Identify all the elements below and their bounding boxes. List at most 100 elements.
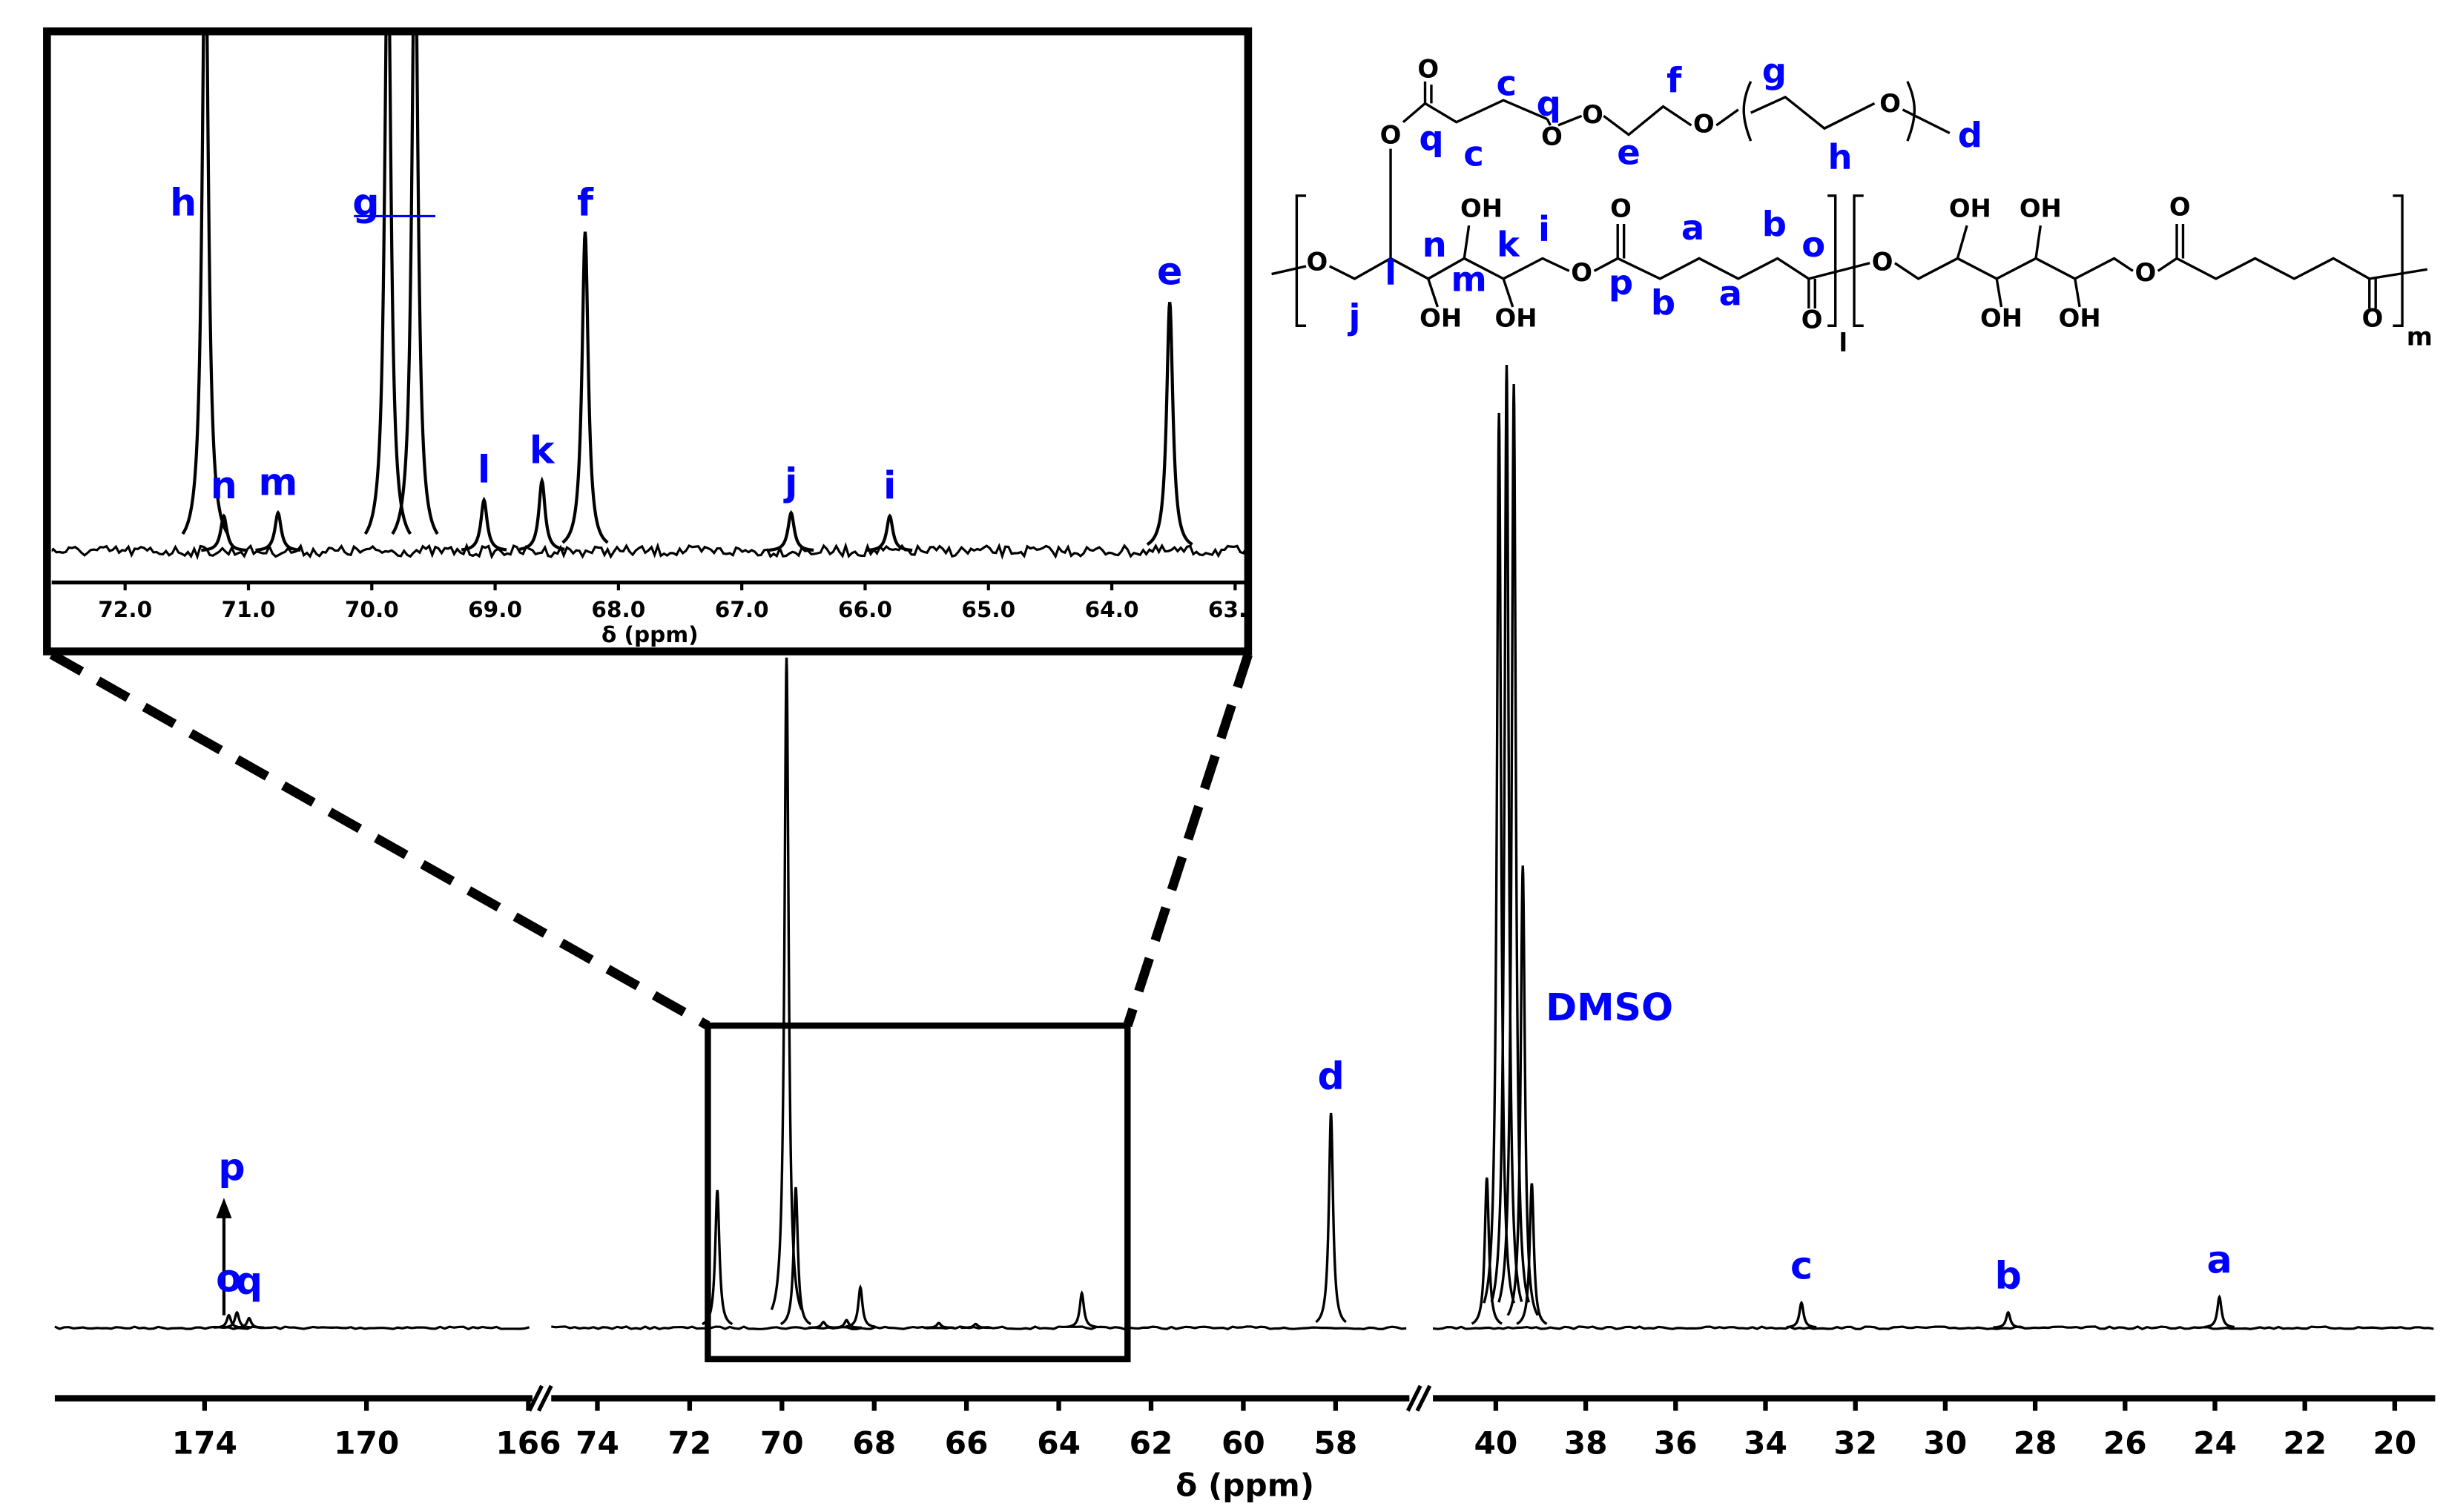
x-tick-label: 68 <box>852 1424 896 1461</box>
peak <box>1786 1300 1817 1329</box>
inset-peak <box>181 34 229 535</box>
arrow-head <box>216 1198 232 1218</box>
peak-label: o <box>216 1256 242 1300</box>
inset-x-tick-label: 69.0 <box>468 597 522 622</box>
position-label: e <box>1617 133 1641 173</box>
peak-label: q <box>236 1259 263 1303</box>
peak-label: p <box>218 1145 245 1189</box>
inset-x-tick-label: 71.0 <box>222 597 276 622</box>
peak <box>1471 1177 1503 1325</box>
inset-peak-label: i <box>883 463 896 507</box>
position-label: d <box>1958 115 1982 155</box>
atom-label: OH <box>2020 194 2062 222</box>
position-label: q <box>1419 119 1443 159</box>
inset-x-tick-label: 70.0 <box>345 597 399 622</box>
position-label: f <box>1666 60 1682 100</box>
inset-x-axis-label: δ (ppm) <box>601 622 699 647</box>
bonds <box>1271 223 2428 309</box>
main-spectrum: DMSO p δ (ppm) 174 170 166 74 72 70 68 66 64 62 60… <box>49 365 2436 1504</box>
inset-x-tick-label: 65.0 <box>961 597 1015 622</box>
x-tick-label: 174 <box>172 1424 237 1461</box>
atom-label: OH <box>1494 303 1537 332</box>
atom-label: O <box>1801 305 1823 334</box>
peak <box>1483 412 1516 1304</box>
x-tick-label: 24 <box>2193 1424 2237 1461</box>
bonds <box>1389 81 1951 259</box>
x-tick-label: 34 <box>1744 1424 1787 1461</box>
position-label: a <box>1681 208 1704 248</box>
atom-label: O <box>1872 247 1893 276</box>
peak-label: a <box>2206 1238 2232 1282</box>
atom-label: O <box>2362 303 2384 332</box>
inset-baseline <box>51 541 1245 561</box>
baseline <box>551 1325 1407 1330</box>
x-tick-label: 28 <box>2014 1424 2057 1461</box>
position-label: i <box>1538 209 1550 249</box>
peak <box>923 1321 955 1330</box>
inset-peak <box>461 496 507 552</box>
subscript: l <box>1839 329 1847 357</box>
inset-peak <box>363 34 412 535</box>
atom-label: OH <box>1460 194 1503 222</box>
x-tick-label: 36 <box>1654 1424 1698 1461</box>
x-tick-label: 58 <box>1313 1424 1357 1461</box>
position-label: c <box>1497 64 1517 104</box>
x-tick-label: 20 <box>2373 1424 2417 1461</box>
peak <box>770 657 803 1310</box>
inset-x-tick-label: 63.0 <box>1208 597 1262 622</box>
position-label: m <box>1451 260 1486 300</box>
x-tick-label: 30 <box>1924 1424 1968 1461</box>
x-tick-label: 64 <box>1037 1424 1081 1461</box>
peak <box>1315 1112 1347 1324</box>
x-tick-label: 26 <box>2103 1424 2147 1461</box>
inset-x-tick-label: 67.0 <box>715 597 769 622</box>
peak <box>960 1322 991 1330</box>
x-tick-label: 22 <box>2283 1424 2327 1461</box>
inset-peak-label: j <box>783 460 797 504</box>
peak <box>1516 1183 1548 1325</box>
atom-label: O <box>1582 100 1603 129</box>
atom-label: OH <box>1949 194 1991 222</box>
position-label: b <box>1762 205 1787 245</box>
position-label: c <box>1463 134 1484 174</box>
zoom-line <box>1123 653 1253 1028</box>
inset-peak-label: m <box>259 460 298 504</box>
position-label: g <box>1762 51 1787 91</box>
x-tick-label: 62 <box>1130 1424 1173 1461</box>
peak <box>779 1186 812 1326</box>
peak <box>831 1318 862 1330</box>
inset-peak <box>519 476 565 551</box>
inset-frame <box>43 27 1253 656</box>
baseline <box>54 1325 530 1331</box>
subscript: m <box>2407 323 2433 351</box>
inset-peak <box>1146 302 1193 547</box>
annotation: DMSO <box>1546 986 1673 1029</box>
position-label: a <box>1719 274 1742 314</box>
position-label: h <box>1828 137 1853 177</box>
position-label: b <box>1651 283 1675 323</box>
inset-peak <box>201 513 247 552</box>
x-tick-label: 32 <box>1833 1424 1877 1461</box>
inset-peak <box>255 509 301 552</box>
position-label: l <box>1385 253 1397 293</box>
baseline <box>1432 1325 2434 1331</box>
x-tick-label: 74 <box>576 1424 619 1461</box>
inset-peak-label: f <box>577 181 594 225</box>
atom-label: O <box>2134 258 2156 287</box>
x-tick-label: 60 <box>1222 1424 1265 1461</box>
peak-label: d <box>1317 1054 1344 1098</box>
zoom-box <box>705 1022 1131 1363</box>
atom-label: O <box>1879 89 1901 118</box>
peak <box>222 1310 252 1329</box>
peak <box>1497 383 1531 1303</box>
x-tick-label: 166 <box>495 1424 561 1461</box>
atom-label: O <box>1610 194 1632 222</box>
peak-label: b <box>1995 1253 2022 1297</box>
position-label: j <box>1348 297 1361 337</box>
inset-peak <box>867 513 913 552</box>
atom-label: O <box>1306 247 1328 276</box>
position-label: q <box>1537 84 1561 124</box>
peak <box>1066 1290 1098 1329</box>
position-label: o <box>1801 225 1825 265</box>
